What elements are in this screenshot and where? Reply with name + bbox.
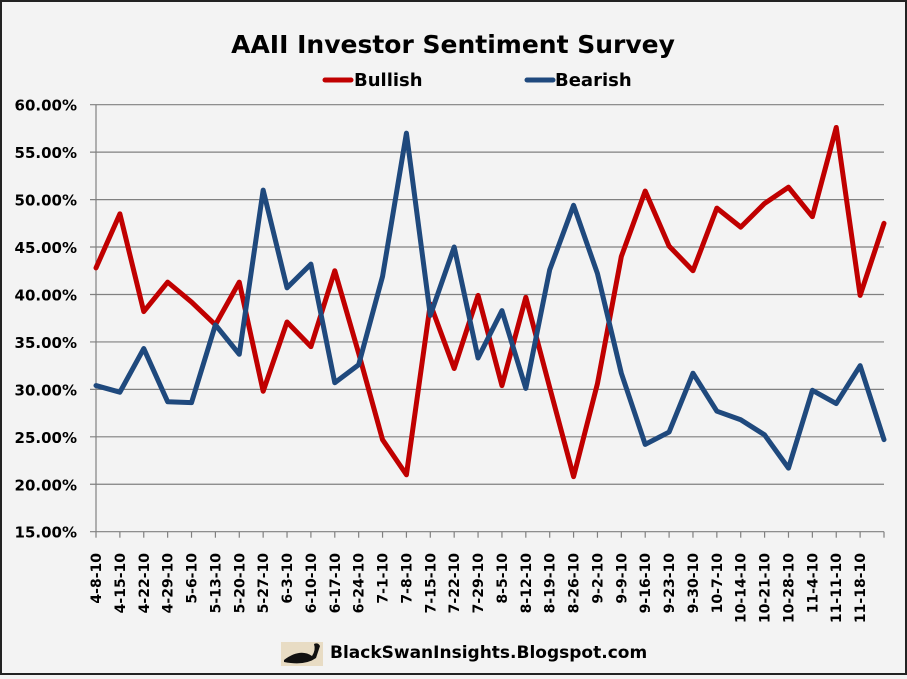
x-tick-label: 8-5-10 <box>495 553 511 604</box>
y-tick-label: 25.00% <box>15 429 77 447</box>
legend-label-bullish: Bullish <box>354 70 423 91</box>
black-swan-logo <box>281 642 323 666</box>
x-tick-label: 7-29-10 <box>471 553 487 614</box>
x-tick-label: 7-22-10 <box>447 553 463 614</box>
x-tick-label: 4-8-10 <box>89 553 105 604</box>
x-tick-label: 6-3-10 <box>280 553 296 604</box>
y-tick-label: 45.00% <box>15 239 77 257</box>
x-tick-label: 11-11-10 <box>829 553 845 623</box>
y-tick-label: 15.00% <box>15 524 77 542</box>
footer: BlackSwanInsights.Blogspot.com <box>281 642 647 666</box>
x-tick-label: 11-18-10 <box>853 553 869 623</box>
x-tick-label: 4-29-10 <box>161 553 177 614</box>
footer-text: BlackSwanInsights.Blogspot.com <box>330 643 647 663</box>
x-tick-label: 4-15-10 <box>113 553 129 614</box>
x-tick-label: 9-2-10 <box>590 553 606 604</box>
y-tick-label: 30.00% <box>15 381 77 399</box>
y-tick-label: 40.00% <box>15 286 77 304</box>
x-tick-label: 9-23-10 <box>662 553 678 614</box>
x-tick-label: 11-4-10 <box>805 553 821 614</box>
y-tick-label: 60.00% <box>15 97 77 115</box>
x-tick-label: 6-24-10 <box>352 553 368 614</box>
x-tick-label: 10-7-10 <box>710 553 726 614</box>
x-tick-label: 4-22-10 <box>137 553 153 614</box>
y-tick-label: 20.00% <box>15 476 77 494</box>
x-tick-label: 5-27-10 <box>256 553 272 614</box>
x-tick-label: 7-1-10 <box>376 553 392 604</box>
x-tick-label: 5-6-10 <box>185 553 201 604</box>
x-tick-label: 5-20-10 <box>232 553 248 614</box>
x-tick-label: 7-8-10 <box>399 553 415 604</box>
x-tick-label: 9-9-10 <box>614 553 630 604</box>
x-tick-label: 10-14-10 <box>734 553 750 623</box>
x-tick-label: 7-15-10 <box>423 553 439 614</box>
y-tick-label: 35.00% <box>15 334 77 352</box>
x-tick-label: 8-19-10 <box>543 553 559 614</box>
x-tick-label: 8-26-10 <box>567 553 583 614</box>
legend-label-bearish: Bearish <box>555 70 632 91</box>
x-tick-label: 6-17-10 <box>328 553 344 614</box>
x-tick-label: 10-28-10 <box>781 553 797 623</box>
x-tick-label: 9-30-10 <box>686 553 702 614</box>
x-tick-label: 10-21-10 <box>758 553 774 623</box>
x-tick-label: 6-10-10 <box>304 553 320 614</box>
x-tick-label: 9-16-10 <box>638 553 654 614</box>
chart-title: AAII Investor Sentiment Survey <box>231 30 675 59</box>
y-tick-label: 50.00% <box>15 192 77 210</box>
y-tick-label: 55.00% <box>15 144 77 162</box>
x-tick-label: 8-12-10 <box>519 553 535 614</box>
x-tick-label: 5-13-10 <box>208 553 224 614</box>
